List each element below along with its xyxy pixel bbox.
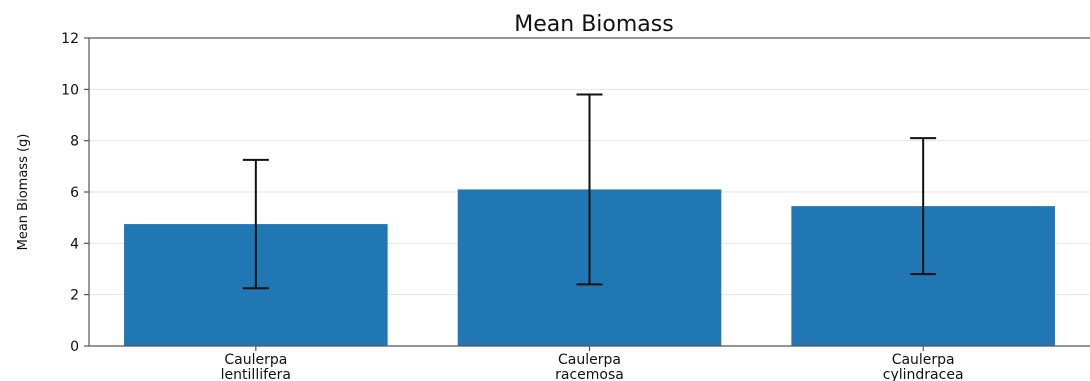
x-tick-label-line: Caulerpa <box>892 352 955 368</box>
x-tick-label-line: racemosa <box>555 367 624 381</box>
y-tick-label: 12 <box>61 31 79 47</box>
y-axis-label: Mean Biomass (g) <box>16 134 31 251</box>
x-tick-label: Caulerpa racemosa <box>555 352 624 381</box>
y-tick-label: 6 <box>70 185 79 201</box>
x-tick-label: Caulerpa cylindracea <box>883 352 964 381</box>
error-bars-layer <box>242 93 937 290</box>
y-tick-label: 10 <box>61 82 79 98</box>
x-tick-label-line: cylindracea <box>883 367 964 381</box>
y-tick-label: 8 <box>70 134 79 150</box>
x-tick-label-line: Caulerpa <box>558 352 621 368</box>
chart-title: Mean Biomass <box>514 12 673 37</box>
y-tick-label: 0 <box>70 339 79 355</box>
x-tick-label-line: Caulerpa <box>224 352 287 368</box>
y-tick-label: 4 <box>70 236 79 252</box>
x-tick-label: Caulerpa lentillifera <box>221 352 291 381</box>
x-tick-label-line: lentillifera <box>221 367 291 381</box>
y-tick-label: 2 <box>70 288 79 304</box>
y-ticks-layer: 0 2 4 6 8 10 12 <box>61 31 89 355</box>
